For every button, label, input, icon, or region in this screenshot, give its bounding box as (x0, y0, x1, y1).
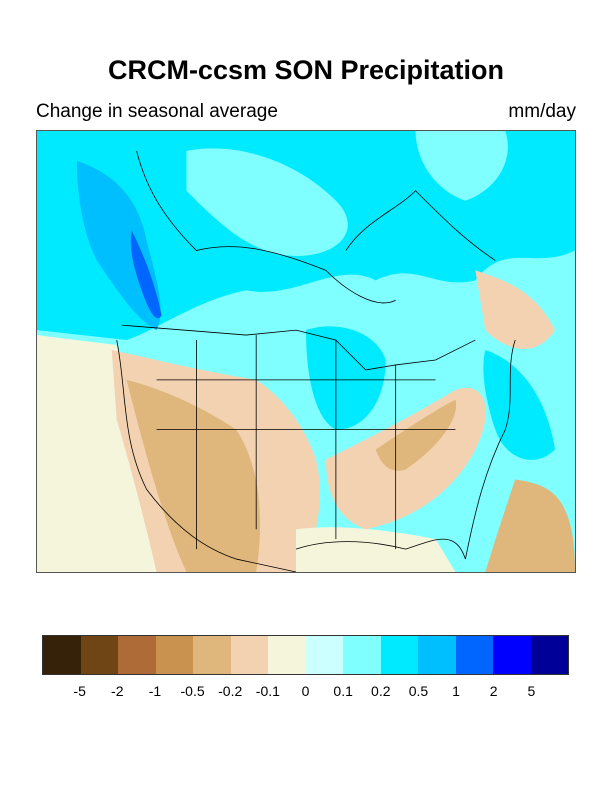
atlantic-wet (483, 350, 556, 460)
atlantic-dry (485, 479, 575, 572)
colorbar-tick-label: 0.1 (333, 683, 353, 699)
colorbar-box (268, 636, 306, 674)
colorbar-tick-label: -2 (111, 683, 124, 699)
colorbar-box (343, 636, 381, 674)
bc-coast-wet (76, 160, 161, 331)
north-light-region (186, 148, 348, 256)
colorbar-box (80, 636, 118, 674)
colorbar (42, 635, 569, 675)
colorbar-tick-label: 5 (527, 683, 536, 699)
colorbar-tick-label: 0.5 (408, 683, 429, 699)
colorbar-tick-label: 0.2 (371, 683, 391, 699)
pacific-coast-very-wet (130, 230, 162, 319)
colorbar-box (418, 636, 456, 674)
northeast-light-region (415, 131, 508, 201)
colorbar-tick-label: -0.1 (255, 683, 280, 699)
colorbar-tick-label: 0 (301, 683, 310, 699)
colorbar-labels: -5 -2 -1 -0.5 -0.2 -0.1 0 0.1 0.2 0.5 1 2 5 (42, 683, 569, 703)
colorbar-box (193, 636, 231, 674)
precipitation-change-map (36, 130, 576, 573)
colorbar-box (43, 636, 81, 674)
colorbar-box (305, 636, 343, 674)
colorbar-tick-label: -1 (148, 683, 162, 699)
plot-title: CRCM-ccsm SON Precipitation (107, 55, 505, 85)
colorbar-box (493, 636, 531, 674)
colorbar-tick-label: 2 (489, 683, 498, 699)
maritime-dry (475, 270, 556, 349)
colorbar-tick-label: -0.2 (218, 683, 243, 699)
coastlines-and-borders (116, 150, 516, 572)
colorbar-box (455, 636, 493, 674)
units-label: mm/day (508, 101, 576, 122)
colorbar-box (155, 636, 193, 674)
colorbar-box (118, 636, 156, 674)
colorbar-tick-label: -5 (73, 683, 86, 699)
subtitle-left: Change in seasonal average (36, 101, 278, 122)
midwest-wet (306, 326, 386, 430)
colorbar-box (380, 636, 418, 674)
colorbar-box (530, 636, 568, 674)
colorbar-tick-label: 1 (452, 683, 460, 699)
west-coast-dry-ocean (37, 335, 157, 572)
southwest-drier (126, 379, 261, 572)
colorbar-box (230, 636, 268, 674)
colorbar-tick-label: -0.5 (180, 683, 205, 699)
